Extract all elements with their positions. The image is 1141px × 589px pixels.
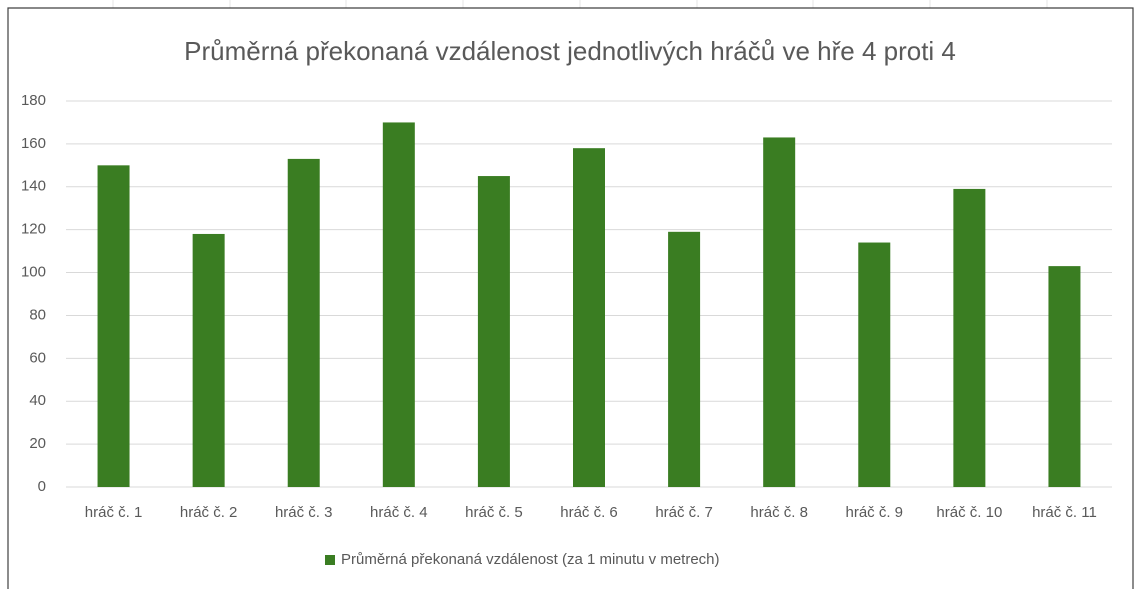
bar [287,158,320,487]
x-tick-label: hráč č. 4 [370,504,428,521]
bar [668,231,701,487]
chart-border [7,7,1134,589]
legend-swatch [325,555,335,565]
x-tick-label: hráč č. 7 [655,504,713,521]
bar [953,188,986,487]
y-tick-label: 140 [21,178,46,195]
bar [192,233,225,487]
y-tick-label: 20 [29,435,46,452]
y-tick-label: 100 [21,264,46,281]
y-tick-label: 180 [21,92,46,109]
x-tick-label: hráč č. 2 [180,504,238,521]
y-tick-label: 80 [29,306,46,323]
chart-title: Průměrná překonaná vzdálenost jednotlivý… [184,36,956,66]
x-tick-label: hráč č. 5 [465,504,523,521]
y-tick-label: 40 [29,392,46,409]
bar [858,242,891,487]
x-tick-label: hráč č. 3 [275,504,333,521]
sheet-grid [112,0,1048,8]
bar [763,137,796,487]
bar [97,165,130,488]
y-tick-label: 0 [38,478,46,495]
bar [573,148,605,487]
x-tick-label: hráč č. 9 [846,504,904,521]
bar [1048,266,1081,487]
x-tick-label: hráč č. 1 [85,504,143,521]
legend-label: Průměrná překonaná vzdálenost (za 1 minu… [341,551,720,568]
x-tick-label: hráč č. 8 [750,504,808,521]
x-tick-label: hráč č. 11 [1032,504,1097,521]
x-tick-label: hráč č. 10 [936,504,1002,521]
x-tick-label: hráč č. 6 [560,504,618,521]
y-tick-label: 120 [21,221,46,238]
y-tick-label: 160 [21,135,46,152]
bar [382,122,415,487]
bar [477,176,510,488]
y-tick-label: 60 [29,349,46,366]
